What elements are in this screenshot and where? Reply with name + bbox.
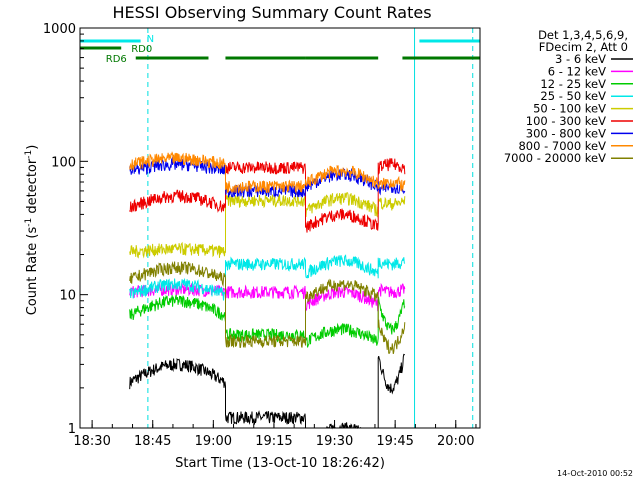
- x-tick-label: 19:45: [376, 434, 413, 449]
- x-tick-label: 20:00: [437, 434, 474, 449]
- legend: Det 1,3,4,5,6,9,FDecim 2, Att 03 - 6 keV…: [504, 28, 633, 165]
- series-line-3-6-kev: [129, 353, 406, 430]
- series-line-800-7000-kev: [129, 151, 406, 195]
- x-tick-label: 18:30: [73, 434, 110, 449]
- x-axis-ticks: 18:30 18:45 19:00 19:15 19:30 19:45 20:00: [73, 420, 477, 449]
- series-line-7000-20000-kev: [129, 261, 406, 355]
- x-axis-label: Start Time (13-Oct-10 18:26:42): [175, 456, 385, 471]
- legend-entry: 100 - 300 keV: [526, 114, 606, 128]
- y-tick-label: 10: [59, 289, 76, 304]
- legend-entry: 25 - 50 keV: [540, 89, 606, 103]
- plot-area: [79, 28, 474, 428]
- x-tick-label: 19:00: [195, 434, 232, 449]
- legend-header: Det 1,3,4,5,6,9,: [538, 28, 628, 42]
- series-line-12-25-kev: [129, 294, 406, 348]
- x-tick-label: 19:15: [255, 434, 292, 449]
- y-tick-label: 100: [51, 155, 76, 170]
- y-axis-label-main: Count Rate (s: [25, 227, 40, 316]
- y-axis-label-sup2: -1: [24, 150, 34, 159]
- legend-entry: 7000 - 20000 keV: [504, 151, 606, 165]
- flag-label-rd6: RD6: [106, 54, 127, 65]
- legend-entry: 12 - 25 keV: [540, 77, 606, 91]
- y-axis-label-mid: detector: [25, 158, 40, 218]
- series-line-25-50-kev: [129, 254, 406, 301]
- legend-header: FDecim 2, Att 0: [539, 40, 628, 54]
- flag-label-rd0: RD0: [131, 44, 152, 55]
- legend-entry: 6 - 12 keV: [548, 64, 606, 78]
- series-line-100-300-kev: [129, 157, 406, 233]
- y-tick-label: 1000: [43, 22, 76, 37]
- plot-frame: [79, 27, 481, 429]
- legend-entry: 50 - 100 keV: [533, 102, 606, 116]
- legend-entry: 300 - 800 keV: [526, 126, 606, 140]
- x-tick-label: 19:30: [316, 434, 353, 449]
- y-tick-label: 1: [68, 422, 76, 437]
- chart-title: HESSI Observing Summary Count Rates: [112, 3, 431, 22]
- y-axis-label: Count Rate (s-1 detector-1): [24, 145, 40, 316]
- flag-label-n: N: [147, 34, 154, 45]
- x-tick-label: 18:45: [134, 434, 171, 449]
- y-axis-label-end: ): [25, 145, 40, 150]
- y-axis-ticks: 1 10 100 1000: [43, 22, 88, 437]
- legend-entry: 800 - 7000 keV: [518, 139, 606, 153]
- timestamp-stamp: 14-Oct-2010 00:52: [557, 469, 633, 478]
- y-axis-label-sup1: -1: [24, 218, 34, 227]
- series-group: [129, 151, 406, 430]
- legend-entry: 3 - 6 keV: [555, 52, 606, 66]
- series-line-50-100-kev: [129, 192, 406, 259]
